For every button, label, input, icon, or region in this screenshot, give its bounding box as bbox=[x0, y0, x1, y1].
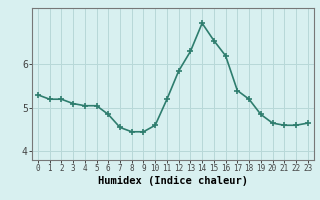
X-axis label: Humidex (Indice chaleur): Humidex (Indice chaleur) bbox=[98, 176, 248, 186]
